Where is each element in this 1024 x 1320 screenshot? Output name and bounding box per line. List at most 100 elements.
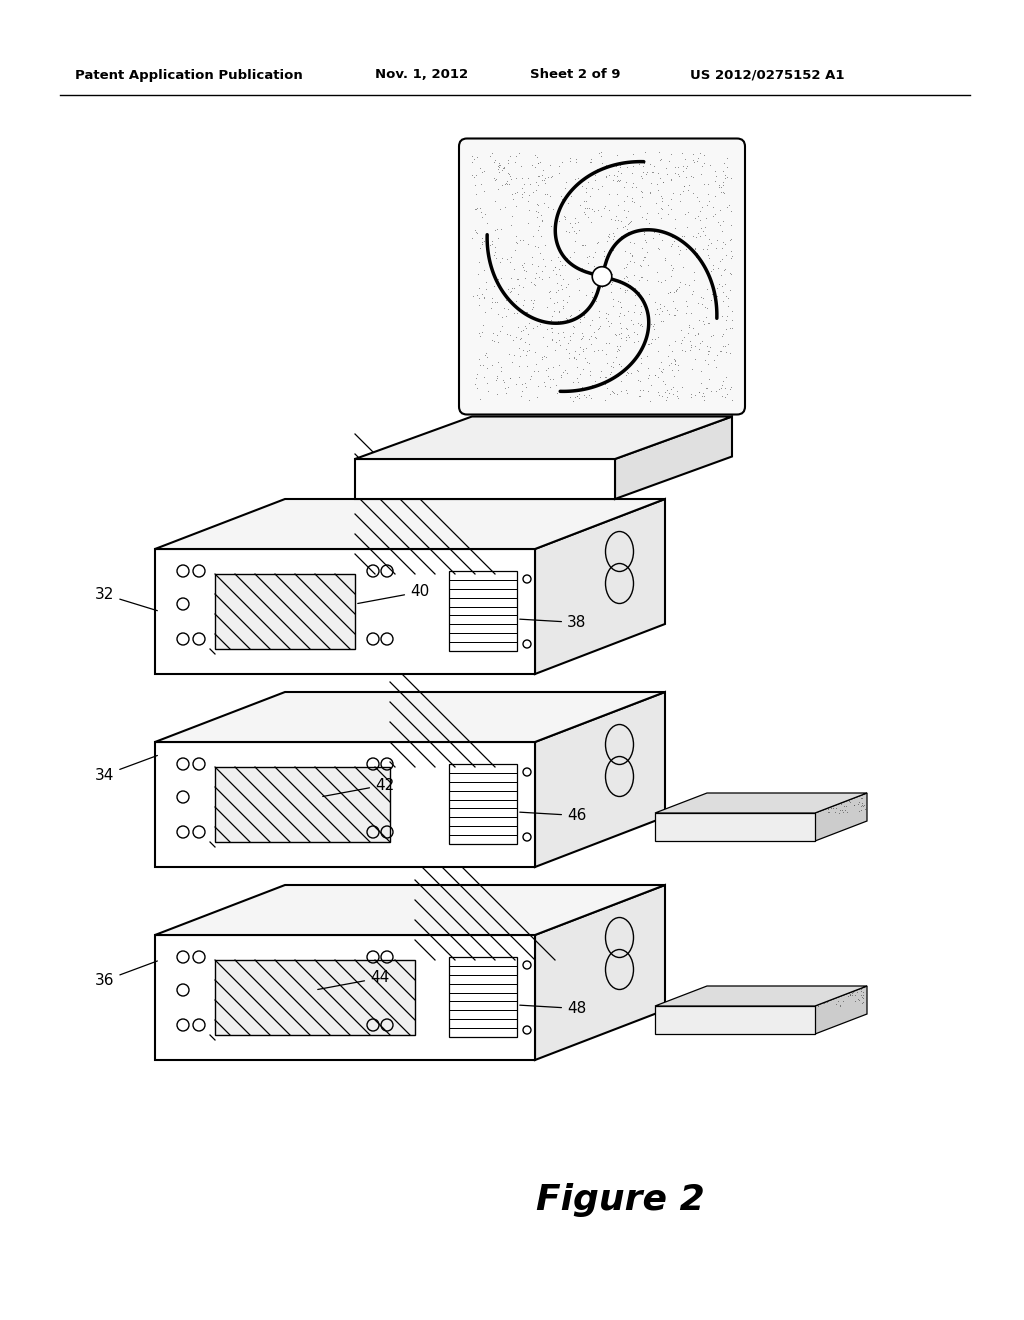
Point — [679, 296, 695, 317]
Point — [718, 801, 734, 822]
Point — [500, 149, 516, 170]
Point — [714, 238, 730, 259]
Point — [831, 799, 848, 820]
Point — [602, 313, 618, 334]
Point — [646, 318, 663, 339]
Polygon shape — [535, 499, 665, 675]
Point — [468, 368, 484, 389]
Point — [598, 333, 614, 354]
Point — [854, 986, 870, 1007]
Point — [705, 205, 721, 226]
Point — [709, 345, 725, 366]
Point — [572, 329, 589, 350]
Point — [650, 326, 667, 347]
Point — [771, 978, 787, 999]
Point — [535, 348, 551, 370]
Point — [620, 222, 636, 243]
Point — [715, 160, 731, 181]
Point — [531, 152, 548, 173]
Point — [722, 379, 738, 400]
Point — [495, 247, 511, 268]
Point — [534, 346, 550, 367]
Point — [823, 982, 840, 1003]
Point — [827, 797, 844, 818]
Point — [511, 367, 527, 388]
Point — [565, 347, 582, 368]
Point — [645, 315, 662, 337]
Point — [604, 289, 621, 310]
Point — [777, 981, 794, 1002]
Point — [489, 158, 506, 180]
Point — [610, 305, 627, 326]
Point — [652, 185, 669, 206]
Point — [831, 995, 848, 1016]
Point — [571, 364, 588, 385]
Point — [555, 269, 571, 290]
Point — [498, 383, 514, 404]
Point — [797, 989, 813, 1010]
Point — [633, 352, 649, 374]
Point — [515, 294, 531, 315]
Point — [581, 384, 597, 405]
Point — [725, 799, 741, 820]
Point — [578, 338, 594, 359]
Point — [542, 368, 558, 389]
Point — [606, 165, 623, 186]
Point — [625, 190, 641, 211]
Point — [496, 156, 512, 177]
Point — [701, 337, 718, 358]
Text: Sheet 2 of 9: Sheet 2 of 9 — [530, 69, 621, 82]
Point — [502, 343, 518, 364]
Point — [502, 367, 518, 388]
Point — [693, 372, 710, 393]
Point — [650, 381, 667, 403]
Point — [555, 296, 571, 317]
Point — [757, 801, 773, 822]
Point — [665, 182, 681, 203]
Point — [551, 301, 567, 322]
Point — [856, 975, 872, 997]
Point — [819, 799, 836, 820]
Point — [630, 370, 646, 391]
Point — [617, 172, 634, 193]
Point — [627, 277, 643, 298]
Point — [670, 387, 686, 408]
Point — [506, 302, 522, 323]
Point — [557, 359, 573, 380]
Point — [474, 354, 490, 375]
Point — [530, 152, 547, 173]
Point — [551, 162, 567, 183]
Point — [731, 977, 748, 998]
Point — [791, 985, 807, 1006]
Point — [570, 220, 587, 242]
Point — [650, 180, 667, 201]
Point — [521, 368, 538, 389]
Point — [692, 224, 709, 246]
Point — [825, 791, 842, 812]
Point — [478, 239, 495, 260]
Point — [664, 198, 680, 219]
Point — [723, 376, 739, 397]
Point — [471, 325, 487, 346]
Point — [651, 224, 668, 246]
Point — [693, 164, 710, 185]
Point — [714, 306, 730, 327]
Point — [810, 993, 826, 1014]
Point — [508, 182, 524, 203]
Point — [663, 352, 679, 374]
Point — [800, 795, 816, 816]
Point — [649, 261, 666, 282]
Point — [600, 267, 616, 288]
Point — [511, 230, 527, 251]
Point — [515, 230, 531, 251]
Point — [854, 795, 870, 816]
Point — [821, 801, 838, 822]
Point — [601, 364, 617, 385]
Point — [763, 793, 779, 814]
Point — [571, 337, 588, 358]
Point — [634, 267, 650, 288]
Point — [722, 787, 738, 808]
Point — [526, 145, 543, 166]
Point — [680, 180, 696, 201]
Point — [719, 166, 735, 187]
